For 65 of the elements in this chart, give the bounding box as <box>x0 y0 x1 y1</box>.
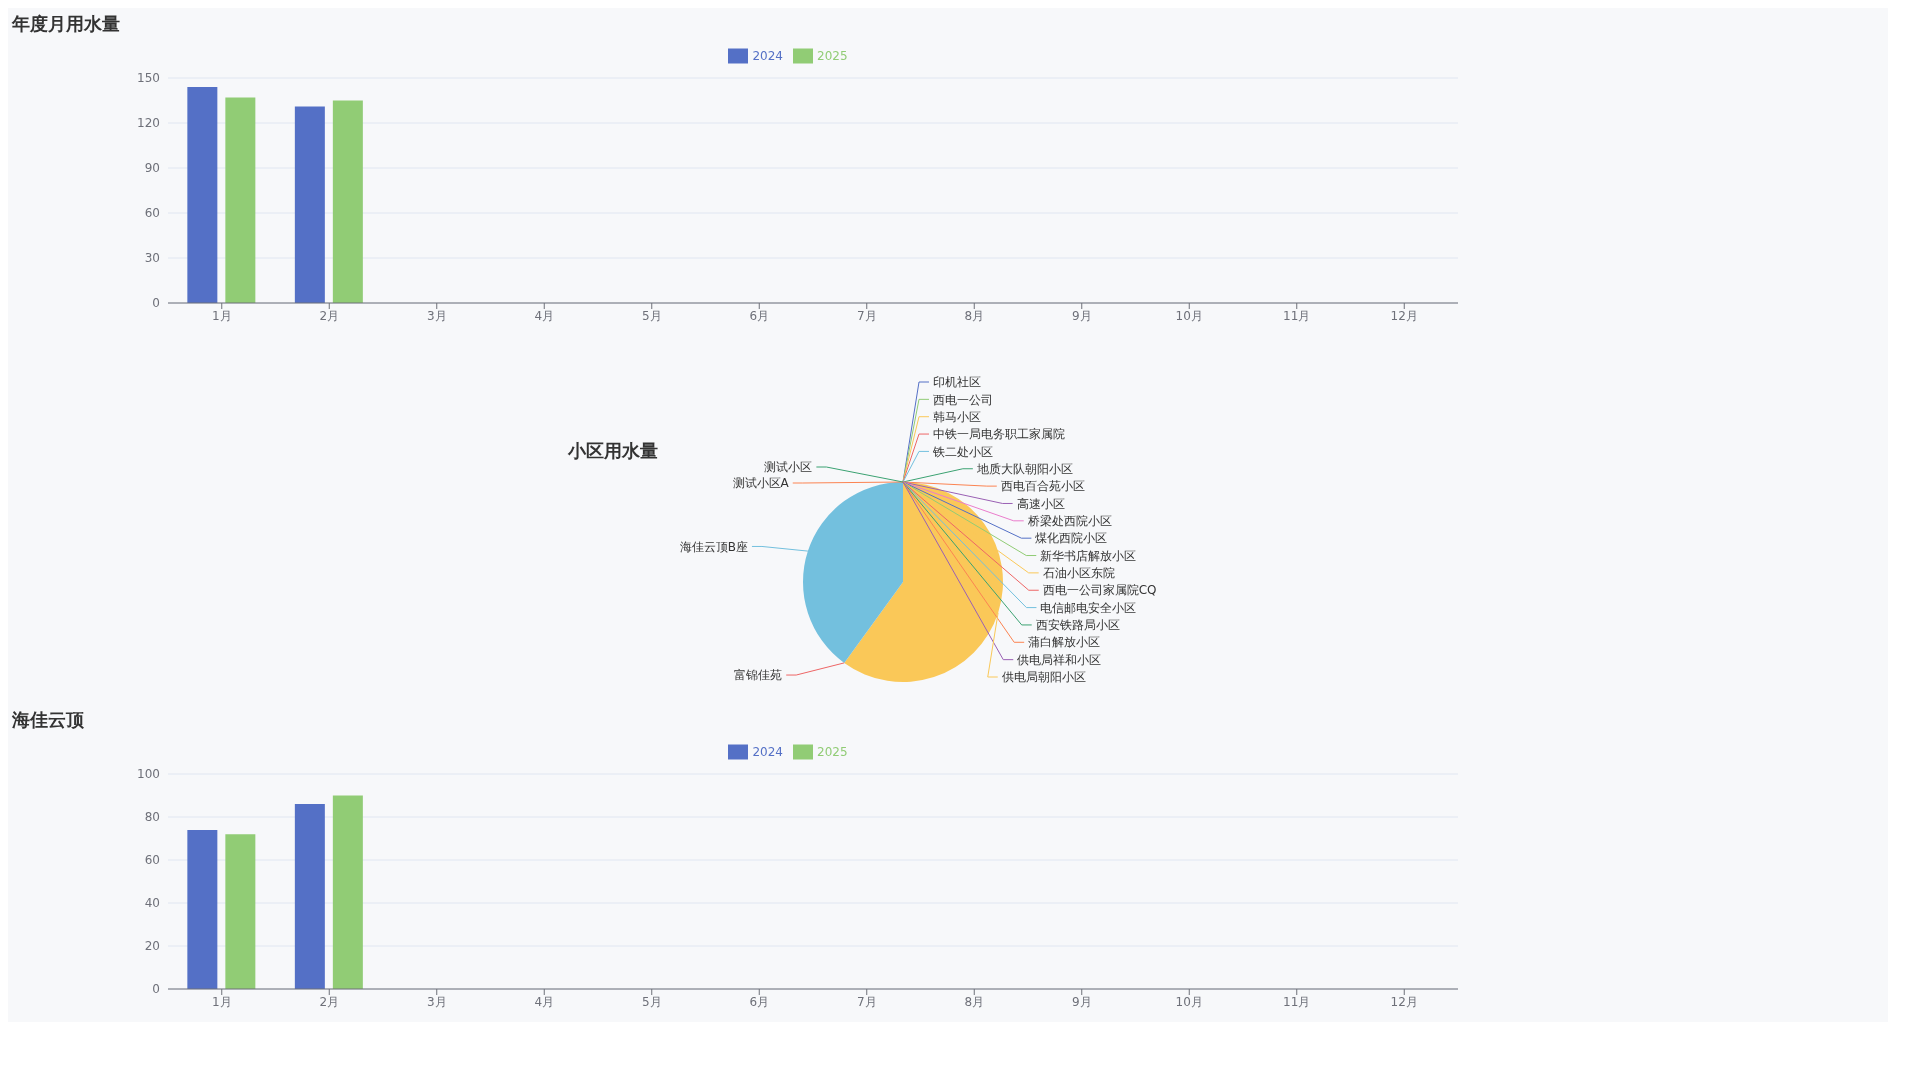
category-label: 韩马小区 <box>933 409 981 424</box>
category-label: 印机社区 <box>933 375 981 390</box>
y-tick-label: 60 <box>144 853 160 868</box>
category-label: 供电局祥和小区 <box>1017 652 1102 667</box>
category-label: 西电一公司 <box>933 392 993 407</box>
category-label: 地质大队朝阳小区 <box>976 461 1073 476</box>
category-label: 电信邮电安全小区 <box>1040 600 1137 615</box>
legend-label: 2025 <box>817 744 848 759</box>
x-tick-label: 3月 <box>426 308 447 323</box>
y-tick-label: 80 <box>144 810 160 825</box>
x-tick-label: 4月 <box>534 308 555 323</box>
category-label: 高速小区 <box>1016 496 1065 511</box>
x-tick-label: 11月 <box>1283 994 1311 1009</box>
chart-title: 小区用水量 <box>567 440 658 461</box>
legend-label: 2025 <box>817 48 848 63</box>
legend-label: 2024 <box>752 744 783 759</box>
y-tick-label: 30 <box>144 251 160 266</box>
y-tick-label: 0 <box>152 982 160 997</box>
legend-label: 富锦佳苑 <box>734 668 783 683</box>
x-tick-label: 5月 <box>641 994 662 1009</box>
x-tick-label: 9月 <box>1071 994 1092 1009</box>
category-label: 西电一公司家属院CQ <box>1042 583 1157 598</box>
category-label: 铁二处小区 <box>933 444 993 459</box>
x-tick-label: 5月 <box>641 308 662 323</box>
y-tick-label: 120 <box>137 116 160 131</box>
x-tick-label: 9月 <box>1071 308 1092 323</box>
x-tick-label: 8月 <box>964 308 985 323</box>
legend-label: 2024 <box>752 48 783 63</box>
chart-title: 年度月用水量 <box>11 12 121 36</box>
x-tick-label: 4月 <box>534 994 555 1009</box>
x-tick-label: 6月 <box>749 308 770 323</box>
slice-label: 供电局朝阳小区 <box>1001 670 1086 685</box>
slice-label: 海佳云顶B座 <box>679 539 748 554</box>
y-tick-label: 90 <box>144 161 160 176</box>
category-label: 中铁一局电务职工家属院 <box>933 427 1065 442</box>
x-tick-label: 3月 <box>426 994 447 1009</box>
x-tick-label: 7月 <box>856 308 877 323</box>
category-label: 测试小区 <box>764 460 813 475</box>
x-tick-label: 2月 <box>319 308 340 323</box>
x-tick-label: 8月 <box>964 994 985 1009</box>
y-tick-label: 100 <box>137 767 160 782</box>
x-tick-label: 10月 <box>1175 994 1203 1009</box>
y-tick-label: 60 <box>144 206 160 221</box>
x-tick-label: 7月 <box>856 994 877 1009</box>
x-tick-label: 1月 <box>211 994 232 1009</box>
x-tick-label: 10月 <box>1175 308 1203 323</box>
category-label: 蒲白解放小区 <box>1028 635 1101 650</box>
category-label: 测试小区A <box>732 476 789 491</box>
category-label: 桥梁处西院小区 <box>1027 514 1112 529</box>
x-tick-label: 2月 <box>319 994 340 1009</box>
y-tick-label: 0 <box>152 296 160 311</box>
y-tick-label: 20 <box>144 939 160 954</box>
x-tick-label: 1月 <box>211 308 232 323</box>
category-label: 煤化西院小区 <box>1035 531 1108 546</box>
x-tick-label: 12月 <box>1390 308 1418 323</box>
y-tick-label: 150 <box>137 71 160 86</box>
x-tick-label: 6月 <box>749 994 770 1009</box>
x-tick-label: 11月 <box>1283 308 1311 323</box>
category-label: 西安铁路局小区 <box>1035 618 1120 633</box>
category-label: 西电百合苑小区 <box>1000 479 1085 494</box>
y-tick-label: 40 <box>144 896 160 911</box>
x-tick-label: 12月 <box>1390 994 1418 1009</box>
category-label: 新华书店解放小区 <box>1040 548 1137 563</box>
chart-title: 海佳云顶 <box>11 708 85 732</box>
category-label: 石油小区东院 <box>1042 566 1115 581</box>
